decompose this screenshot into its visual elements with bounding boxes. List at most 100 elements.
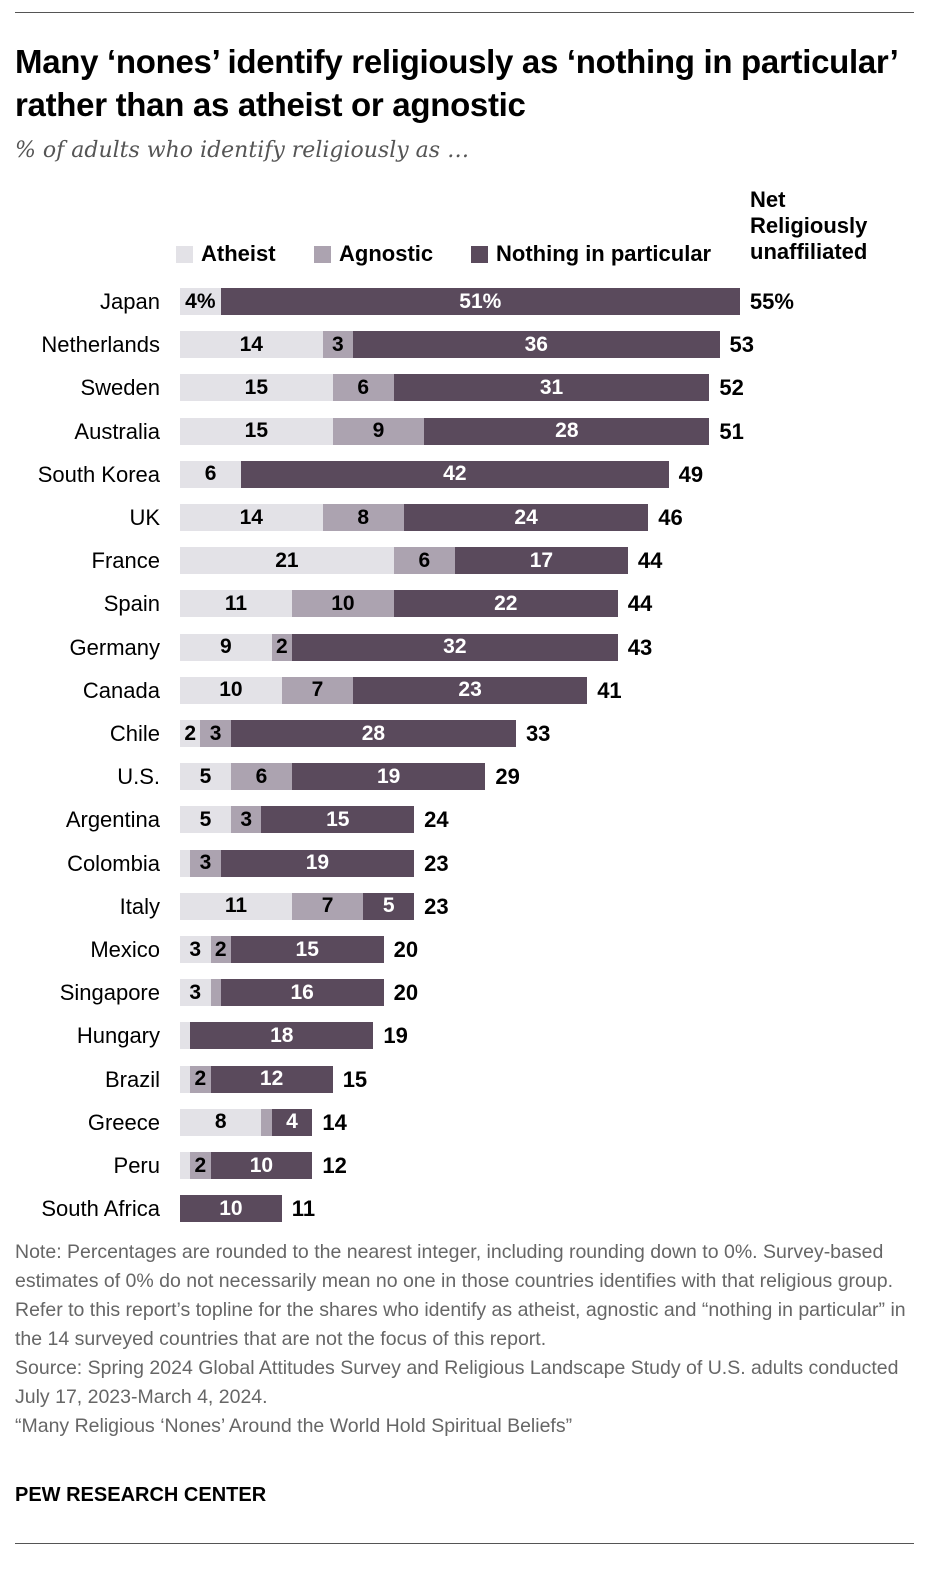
bar-nothing-in-particular: 5 bbox=[363, 892, 415, 920]
net-value-label: 43 bbox=[627, 634, 653, 660]
bar-value-label: 9 bbox=[219, 635, 232, 659]
bar-nothing-in-particular: 19 bbox=[291, 763, 486, 791]
bar-value-label: 24 bbox=[514, 505, 538, 529]
country-label: Greece bbox=[87, 1109, 160, 1135]
bottom-rule bbox=[15, 1543, 914, 1544]
legend-swatch-agnostic bbox=[314, 245, 331, 263]
bar-value-label: 8 bbox=[214, 1110, 227, 1134]
net-value-label: 41 bbox=[597, 677, 622, 703]
net-header-line: Religiously bbox=[750, 213, 868, 238]
bar-value-label: 19 bbox=[305, 851, 330, 875]
bar-nothing-in-particular: 32 bbox=[291, 633, 618, 661]
bar-value-label: 42 bbox=[443, 462, 467, 486]
bar-value-label: 10 bbox=[331, 591, 355, 615]
bar-agnostic: 3 bbox=[190, 849, 221, 877]
net-value-label: 53 bbox=[729, 332, 755, 358]
net-value-label: 46 bbox=[658, 505, 683, 530]
country-label: Hungary bbox=[76, 1023, 160, 1049]
bar-value-label: 19 bbox=[376, 764, 401, 788]
bar-value-label: 3 bbox=[240, 807, 252, 831]
net-value-label: 29 bbox=[495, 764, 520, 790]
country-label: Chile bbox=[109, 721, 160, 746]
bar-value-label: 31 bbox=[539, 375, 564, 399]
bar-nothing-in-particular: 12 bbox=[210, 1065, 333, 1093]
country-label: Spain bbox=[103, 591, 160, 617]
bar-atheist: 14 bbox=[180, 331, 323, 359]
bar-nothing-in-particular: 24 bbox=[403, 504, 649, 531]
bar-agnostic: 3 bbox=[322, 331, 354, 359]
bar-atheist: 6 bbox=[180, 460, 242, 488]
bar-value-label: 28 bbox=[361, 721, 386, 745]
bar-value-label: 6 bbox=[255, 764, 268, 788]
bar-value-label: 3 bbox=[199, 851, 212, 875]
brand-logo: PEW RESEARCH CENTER bbox=[15, 1484, 267, 1506]
net-value-label: 49 bbox=[678, 461, 704, 487]
bar-agnostic bbox=[261, 1108, 272, 1136]
bar-nothing-in-particular: 17 bbox=[454, 547, 628, 575]
legend-swatch-nothing bbox=[471, 245, 488, 263]
bar-atheist bbox=[180, 1152, 191, 1179]
chart-title: Many ‘nones’ identify religiously as ‘no… bbox=[15, 43, 897, 123]
bar-value-label: 11 bbox=[224, 591, 248, 615]
note-text: Note: Percentages are rounded to the nea… bbox=[15, 1241, 906, 1350]
bar-value-label: 7 bbox=[321, 894, 334, 918]
bar-atheist: 11 bbox=[180, 892, 292, 920]
bar-value-label: 15 bbox=[326, 807, 350, 831]
bar-nothing-in-particular: 16 bbox=[220, 979, 384, 1007]
net-value-label: 44 bbox=[627, 591, 653, 617]
legend-agnostic: Agnostic bbox=[314, 241, 433, 267]
country-label: Japan bbox=[100, 289, 160, 314]
bar-value-label: 2 bbox=[184, 721, 197, 745]
net-value-label: 52 bbox=[719, 375, 744, 401]
bar-atheist: 14 bbox=[180, 504, 323, 531]
bar-value-label: 10 bbox=[249, 1153, 274, 1177]
bar-value-label: 18 bbox=[270, 1023, 294, 1047]
country-label: Italy bbox=[119, 893, 160, 919]
bar-value-label: 28 bbox=[555, 419, 579, 443]
bar-agnostic: 7 bbox=[281, 676, 354, 704]
net-header: Net Religiously unaffiliated bbox=[750, 187, 867, 265]
country-label: Singapore bbox=[59, 980, 160, 1006]
bar-agnostic: 2 bbox=[210, 936, 231, 963]
bar-value-label: 5 bbox=[199, 807, 212, 831]
bar-value-label: 6 bbox=[357, 375, 370, 399]
bar-agnostic: 2 bbox=[190, 1152, 211, 1179]
bar-value-label: 6 bbox=[204, 462, 217, 486]
net-value-label: 44 bbox=[637, 548, 663, 574]
bar-nothing-in-particular: 28 bbox=[424, 417, 710, 445]
net-value-label: 24 bbox=[424, 807, 449, 833]
bar-atheist: 9 bbox=[180, 633, 272, 661]
bar-nothing-in-particular: 31 bbox=[393, 374, 710, 402]
net-value-label: 20 bbox=[393, 937, 419, 962]
bar-value-label: 4 bbox=[286, 1110, 298, 1134]
legend-nothing: Nothing in particular bbox=[471, 241, 711, 267]
country-label: Brazil bbox=[104, 1066, 160, 1092]
bar-atheist: 3 bbox=[180, 936, 211, 963]
bar-value-label: 14 bbox=[239, 505, 263, 529]
bar-atheist: 5 bbox=[180, 763, 231, 791]
bar-atheist: 5 bbox=[180, 806, 231, 834]
country-label: Australia bbox=[74, 418, 160, 444]
chart-subtitle: % of adults who identify religiously as … bbox=[15, 138, 470, 163]
bar-nothing-in-particular: 22 bbox=[393, 590, 618, 618]
net-value-label: 11 bbox=[291, 1196, 316, 1222]
bar-value-label: 51% bbox=[459, 289, 502, 313]
bar-atheist: 3 bbox=[180, 979, 211, 1007]
net-value-label: 12 bbox=[322, 1153, 347, 1178]
bar-value-label: 36 bbox=[524, 332, 548, 356]
legend-label: Atheist bbox=[201, 241, 276, 266]
bar-nothing-in-particular: 51% bbox=[220, 288, 740, 315]
bar-nothing-in-particular: 10 bbox=[210, 1152, 313, 1179]
country-label: Sweden bbox=[80, 375, 160, 401]
bar-value-label: 22 bbox=[494, 591, 518, 615]
country-label: France bbox=[91, 548, 160, 574]
bar-value-label: 2 bbox=[194, 1153, 207, 1177]
bar-atheist bbox=[180, 1022, 191, 1050]
bar-agnostic: 9 bbox=[332, 417, 425, 445]
bar-value-label: 2 bbox=[214, 937, 227, 961]
bar-atheist: 4% bbox=[180, 288, 221, 315]
bar-nothing-in-particular: 28 bbox=[230, 720, 516, 747]
top-rule bbox=[15, 12, 914, 13]
net-value-label: 51 bbox=[719, 418, 744, 444]
